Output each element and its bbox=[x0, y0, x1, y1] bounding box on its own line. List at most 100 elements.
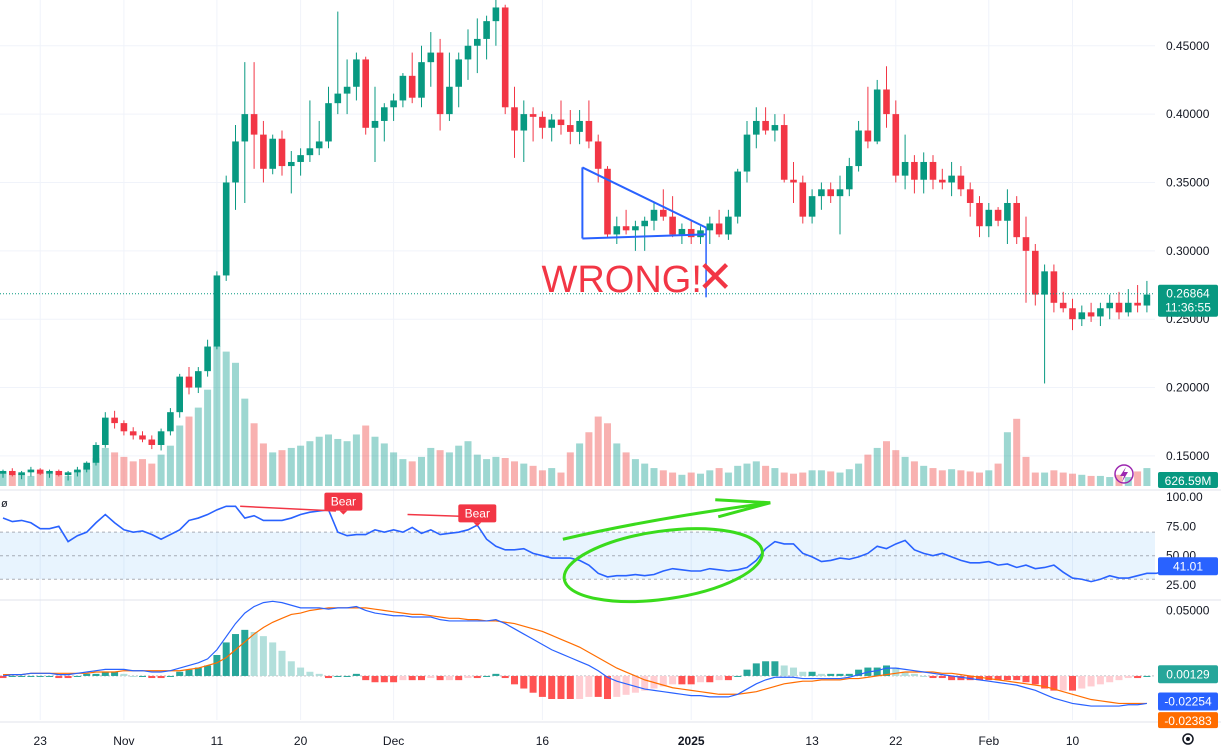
candle-body[interactable] bbox=[632, 226, 639, 231]
candle-body[interactable] bbox=[148, 439, 156, 445]
candle-body[interactable] bbox=[529, 114, 537, 117]
candle-body[interactable] bbox=[195, 371, 202, 388]
candle-body[interactable] bbox=[492, 7, 500, 22]
candle-body[interactable] bbox=[1106, 302, 1113, 309]
candle-body[interactable] bbox=[753, 120, 760, 135]
candle-body[interactable] bbox=[818, 189, 825, 197]
candle-body[interactable] bbox=[855, 130, 862, 167]
candle-body[interactable] bbox=[241, 114, 249, 142]
candle-body[interactable] bbox=[836, 189, 844, 197]
candle-body[interactable] bbox=[278, 138, 286, 167]
candle-body[interactable] bbox=[1125, 302, 1132, 313]
candle-body[interactable] bbox=[780, 125, 788, 180]
candle-body[interactable] bbox=[120, 423, 128, 432]
candle-body[interactable] bbox=[269, 138, 276, 169]
candle-body[interactable] bbox=[390, 100, 397, 108]
candle-body[interactable] bbox=[139, 435, 146, 440]
candle-body[interactable] bbox=[539, 116, 546, 128]
green-arrow-head[interactable] bbox=[715, 498, 771, 519]
candle-body[interactable] bbox=[594, 141, 602, 169]
candle-body[interactable] bbox=[1069, 308, 1076, 320]
candle-body[interactable] bbox=[204, 346, 211, 372]
candle-body[interactable] bbox=[976, 202, 983, 227]
candle-body[interactable] bbox=[9, 470, 16, 476]
candle-body[interactable] bbox=[641, 220, 648, 227]
candlesticks[interactable] bbox=[0, 0, 1151, 481]
candle-body[interactable] bbox=[929, 161, 937, 180]
candle-body[interactable] bbox=[706, 223, 714, 231]
candle-body[interactable] bbox=[483, 21, 490, 39]
candle-body[interactable] bbox=[743, 134, 751, 172]
candle-body[interactable] bbox=[557, 119, 565, 126]
candle-body[interactable] bbox=[511, 107, 518, 131]
candle-body[interactable] bbox=[799, 182, 807, 217]
candle-body[interactable] bbox=[1087, 312, 1095, 317]
candle-body[interactable] bbox=[1004, 202, 1011, 221]
candle-body[interactable] bbox=[1097, 308, 1104, 317]
candle-body[interactable] bbox=[381, 107, 388, 121]
candle-body[interactable] bbox=[446, 86, 453, 115]
candle-body[interactable] bbox=[613, 226, 621, 235]
candle-body[interactable] bbox=[622, 226, 630, 231]
candle-body[interactable] bbox=[399, 75, 407, 101]
candle-body[interactable] bbox=[288, 161, 295, 167]
candle-body[interactable] bbox=[1059, 302, 1067, 309]
candle-body[interactable] bbox=[1134, 302, 1141, 306]
drawings[interactable]: WRONG!✕ Bear Bear bbox=[240, 166, 771, 613]
candle-body[interactable] bbox=[306, 148, 314, 156]
candle-body[interactable] bbox=[232, 141, 239, 183]
candle-body[interactable] bbox=[1022, 237, 1030, 251]
candle-body[interactable] bbox=[55, 470, 63, 476]
candle-body[interactable] bbox=[669, 216, 676, 235]
candle-body[interactable] bbox=[129, 431, 137, 436]
candle-body[interactable] bbox=[1115, 302, 1123, 313]
candle-body[interactable] bbox=[873, 89, 881, 142]
candle-body[interactable] bbox=[27, 469, 35, 473]
candle-body[interactable] bbox=[74, 469, 81, 473]
candle-body[interactable] bbox=[418, 62, 425, 98]
candle-body[interactable] bbox=[83, 462, 90, 470]
candle-body[interactable] bbox=[1013, 202, 1020, 238]
candle-body[interactable] bbox=[111, 417, 118, 424]
candle-body[interactable] bbox=[864, 130, 872, 142]
green-arrow-shaft[interactable] bbox=[562, 501, 771, 541]
candle-body[interactable] bbox=[715, 223, 723, 235]
candle-body[interactable] bbox=[725, 216, 732, 235]
candle-body[interactable] bbox=[501, 7, 509, 108]
candle-body[interactable] bbox=[176, 376, 183, 413]
candle-body[interactable] bbox=[250, 114, 258, 135]
candle-body[interactable] bbox=[808, 196, 816, 217]
candle-body[interactable] bbox=[1143, 294, 1151, 306]
candle-body[interactable] bbox=[520, 114, 528, 131]
candle-body[interactable] bbox=[167, 412, 174, 432]
candle-body[interactable] bbox=[994, 209, 1002, 221]
candle-body[interactable] bbox=[901, 161, 909, 176]
candle-body[interactable] bbox=[92, 444, 100, 463]
candle-body[interactable] bbox=[827, 189, 834, 197]
candle-body[interactable] bbox=[892, 114, 900, 176]
settings-gear-icon[interactable] bbox=[1182, 733, 1194, 745]
candle-body[interactable] bbox=[650, 209, 658, 221]
candle-body[interactable] bbox=[660, 209, 667, 217]
candle-body[interactable] bbox=[157, 431, 165, 445]
triangle-lower-trendline[interactable] bbox=[582, 233, 707, 240]
green-circle-annotation[interactable] bbox=[560, 518, 768, 613]
candle-body[interactable] bbox=[920, 161, 927, 180]
candle-body[interactable] bbox=[687, 228, 695, 238]
candle-body[interactable] bbox=[1032, 250, 1039, 295]
candle-body[interactable] bbox=[408, 75, 416, 98]
candle-body[interactable] bbox=[353, 59, 360, 87]
candle-body[interactable] bbox=[315, 141, 323, 149]
candle-body[interactable] bbox=[1041, 271, 1048, 295]
candle-body[interactable] bbox=[474, 38, 481, 46]
candle-body[interactable] bbox=[576, 120, 583, 132]
candle-body[interactable] bbox=[957, 175, 965, 190]
candle-body[interactable] bbox=[64, 472, 72, 476]
candle-body[interactable] bbox=[343, 86, 351, 94]
candle-body[interactable] bbox=[567, 125, 574, 132]
candle-body[interactable] bbox=[985, 209, 993, 227]
candle-body[interactable] bbox=[362, 59, 369, 128]
candle-body[interactable] bbox=[1078, 312, 1086, 320]
candle-body[interactable] bbox=[436, 52, 444, 115]
